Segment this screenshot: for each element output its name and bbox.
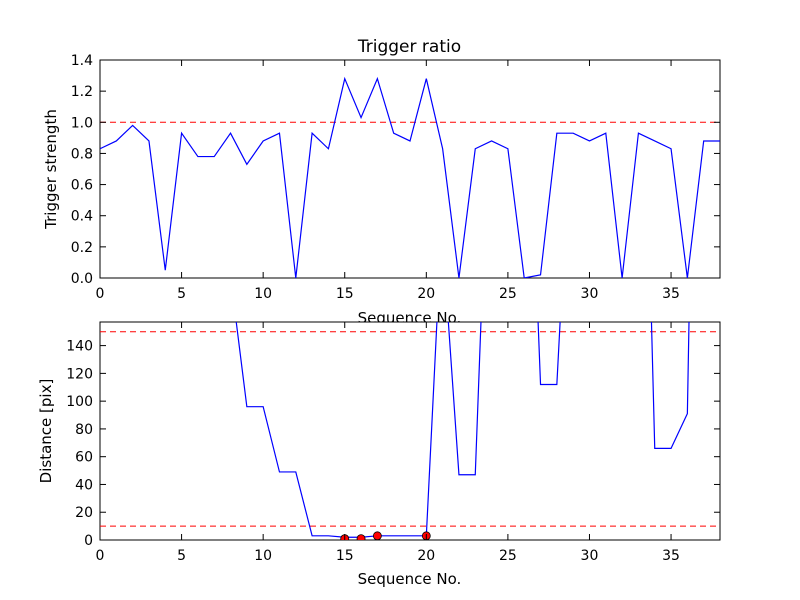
y-tick-label: 0.4 — [71, 209, 93, 225]
y-tick-label: 40 — [75, 477, 93, 493]
x-tick-label: 5 — [177, 286, 186, 302]
series-line — [235, 322, 438, 538]
series-line — [100, 76, 720, 278]
series-line — [650, 322, 690, 449]
plot-frame — [99, 59, 721, 279]
y-tick-label: 140 — [66, 339, 93, 355]
x-tick-label: 15 — [336, 548, 354, 564]
y-axis-ticks: 0.0 0.2 0.4 0.6 0.8 1.0 1.2 1.4 — [71, 53, 720, 287]
data-point-marker — [372, 531, 382, 540]
x-axis-label: Sequence No. — [358, 570, 462, 588]
marker-group — [340, 531, 431, 540]
series-line — [537, 322, 561, 386]
x-tick-label: 15 — [336, 286, 354, 302]
y-tick-label: 0 — [84, 533, 93, 549]
series-line — [447, 322, 482, 476]
x-tick-label: 5 — [177, 548, 186, 564]
y-tick-label: 1.4 — [71, 53, 93, 69]
y-tick-label: 1.0 — [71, 115, 93, 131]
x-tick-label: 30 — [581, 548, 599, 564]
y-axis-label: Trigger strength — [42, 109, 60, 230]
plot-frame — [99, 321, 721, 541]
y-tick-label: 0.6 — [71, 178, 93, 194]
y-tick-label: 20 — [75, 505, 93, 521]
x-tick-label: 35 — [662, 286, 680, 302]
y-tick-label: 0.2 — [71, 240, 93, 256]
data-point-marker — [356, 534, 366, 540]
x-tick-label: 20 — [417, 286, 435, 302]
y-tick-label: 0.8 — [71, 146, 93, 162]
x-tick-label: 20 — [417, 548, 435, 564]
x-tick-label: 10 — [254, 286, 272, 302]
x-tick-label: 35 — [662, 548, 680, 564]
x-tick-label: 25 — [499, 286, 517, 302]
distance-plot: 0 5 10 15 20 25 30 35 0 20 40 60 80 100 120 140 Sequen… — [37, 321, 721, 588]
y-tick-label: 100 — [66, 394, 93, 410]
x-tick-label: 30 — [581, 286, 599, 302]
x-axis-ticks: 0 5 10 15 20 25 30 35 — [96, 322, 680, 564]
y-tick-label: 0.0 — [71, 271, 93, 287]
y-axis-label: Distance [pix] — [37, 379, 55, 484]
y-tick-label: 120 — [66, 366, 93, 382]
chart-title: Trigger ratio — [357, 37, 461, 57]
reference-lines — [100, 331, 720, 527]
y-tick-label: 80 — [75, 422, 93, 438]
x-tick-label: 10 — [254, 548, 272, 564]
x-tick-label: 0 — [96, 548, 105, 564]
y-axis-ticks: 0 20 40 60 80 100 120 140 — [66, 339, 720, 549]
x-tick-label: 0 — [96, 286, 105, 302]
series-group — [100, 76, 720, 278]
trigger-ratio-plot: Trigger ratio 0 5 10 15 20 25 30 35 0.00.20.40.… — [42, 37, 721, 327]
x-tick-label: 25 — [499, 548, 517, 564]
y-tick-label: 60 — [75, 450, 93, 466]
x-axis-ticks: 0 5 10 15 20 25 30 35 — [96, 60, 680, 302]
series-group — [235, 322, 690, 538]
y-tick-label: 1.2 — [71, 84, 93, 100]
